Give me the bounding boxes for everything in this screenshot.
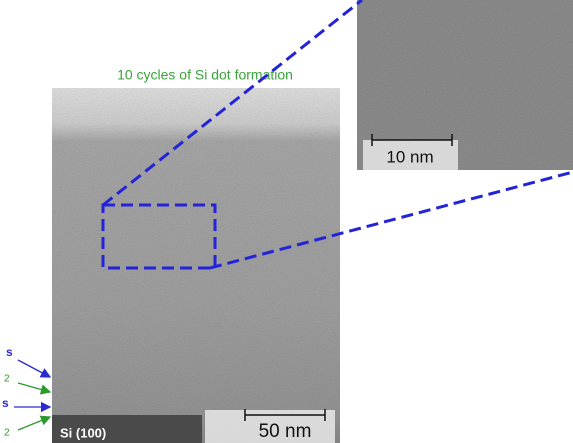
side-label: 2 [4, 428, 10, 439]
layer-arrows [14, 360, 50, 430]
main-scale-label: 50 nm [259, 421, 312, 442]
inset-micrograph [357, 0, 573, 170]
substrate-label: Si (100) [60, 425, 106, 440]
side-label: 2 [4, 374, 10, 385]
side-label: s [2, 396, 9, 410]
main-micrograph [52, 88, 340, 443]
figure: 10 cycles of Si dot formation 10 nm 50 n… [0, 0, 573, 443]
inset-scale-label: 10 nm [386, 147, 433, 166]
side-label: s [6, 345, 13, 359]
